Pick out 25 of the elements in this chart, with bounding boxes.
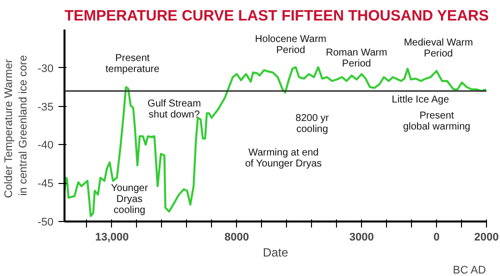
annotation: Roman Warm Period [326, 47, 388, 70]
text: BC AD [452, 264, 486, 276]
annotation: Warming at end of Younger Dryas [245, 148, 322, 170]
annotation: Younger Dryas cooling [111, 182, 149, 216]
annotation: Present temperature [105, 53, 160, 76]
annotation: Little Ice Age [392, 94, 450, 106]
line-series [64, 66, 486, 218]
annotation: 8200 yr cooling [296, 112, 330, 135]
y-tick-label: -45 [38, 178, 54, 190]
x-tick-label: 0 [434, 232, 440, 244]
x-tick-label: 13,000 [95, 232, 129, 244]
y-tick-label: -30 [38, 62, 54, 75]
y-tick-label: -50 [38, 216, 54, 228]
x-tick-label: 2000 [474, 232, 499, 244]
annotation: Gulf Stream shut down? [148, 98, 201, 120]
y-tick-label: -35 [38, 101, 54, 114]
annotation: Holocene Warm Period [255, 34, 326, 56]
x-tick-label: 3000 [349, 232, 374, 244]
annotation: Medieval Warm Period [404, 38, 473, 60]
y-tick-label: -40 [38, 140, 54, 152]
y-axis-title: Colder Temperature Warmer in central Greenland ice core [3, 55, 30, 198]
annotation: Present global warming [403, 110, 470, 133]
x-tick-label: 8000 [224, 232, 250, 244]
x-axis-title: Date [262, 246, 288, 260]
chart-title: TEMPERATURE CURVE LAST FIFTEEN THOUSAND YEARS [64, 8, 489, 24]
